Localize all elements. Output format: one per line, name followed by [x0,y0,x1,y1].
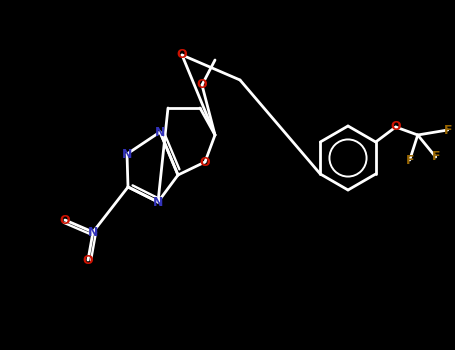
Text: N: N [122,147,132,161]
Text: F: F [444,124,452,136]
Text: O: O [200,155,210,168]
Text: O: O [390,120,401,133]
Text: N: N [153,196,163,209]
Text: N: N [88,225,98,238]
Text: F: F [431,150,440,163]
Text: O: O [177,49,187,62]
Text: F: F [405,154,414,167]
Text: O: O [197,78,207,91]
Text: O: O [60,214,71,226]
Text: O: O [83,253,93,266]
Text: N: N [155,126,165,139]
